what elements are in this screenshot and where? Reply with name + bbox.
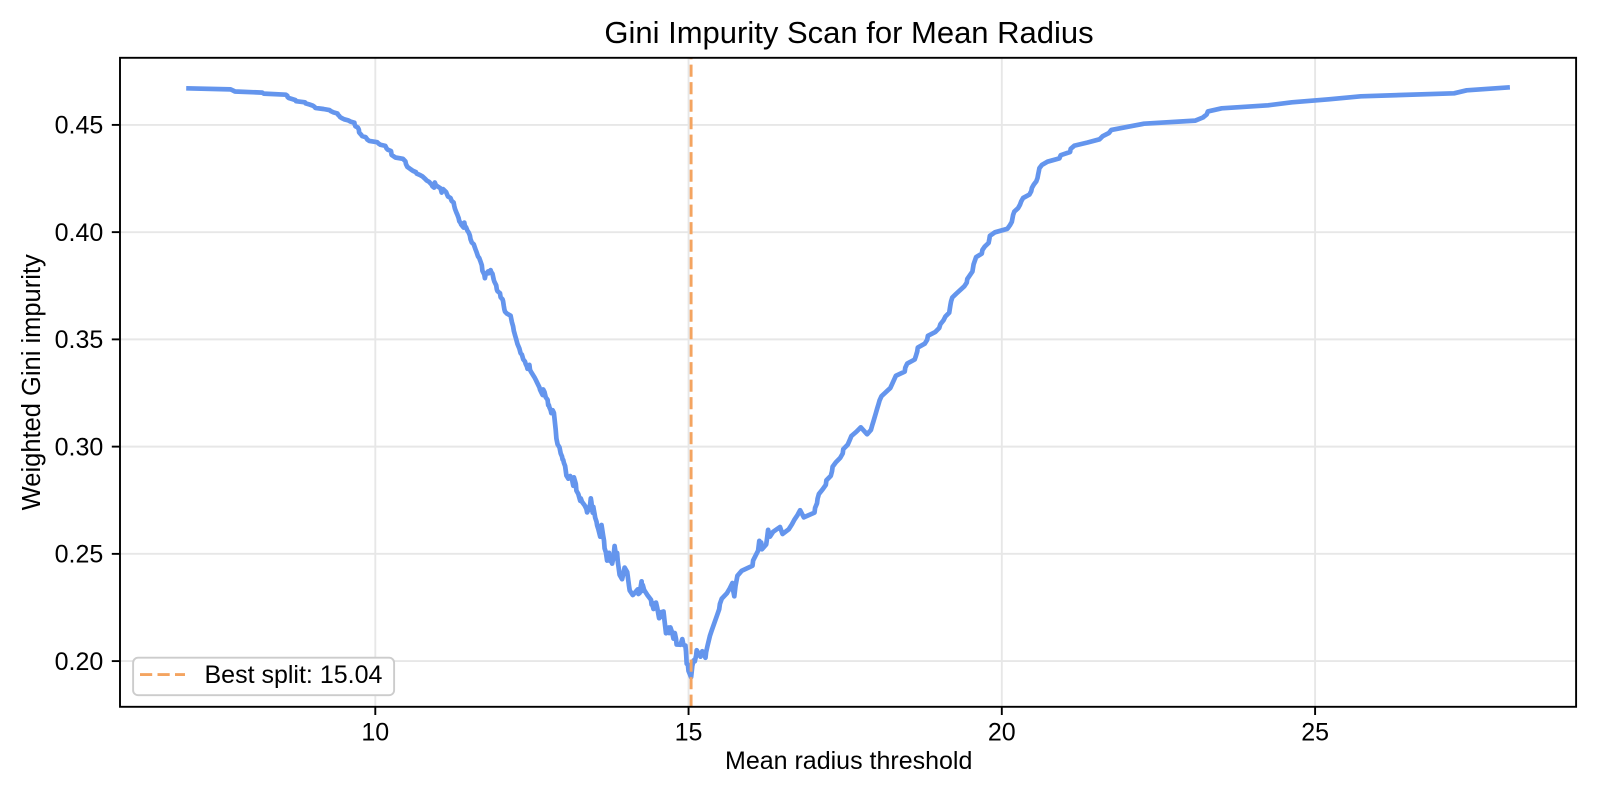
svg-text:0.25: 0.25	[55, 541, 104, 569]
svg-text:15: 15	[675, 718, 703, 746]
svg-text:0.20: 0.20	[55, 648, 104, 676]
svg-text:0.45: 0.45	[55, 112, 104, 140]
svg-text:0.40: 0.40	[55, 219, 104, 247]
svg-text:10: 10	[361, 718, 389, 746]
svg-text:0.30: 0.30	[55, 433, 104, 461]
svg-text:20: 20	[988, 718, 1016, 746]
svg-text:Weighted Gini impurity: Weighted Gini impurity	[18, 254, 46, 510]
svg-text:0.35: 0.35	[55, 326, 104, 354]
svg-text:25: 25	[1301, 718, 1329, 746]
svg-text:Mean radius threshold: Mean radius threshold	[725, 747, 972, 775]
svg-text:Gini Impurity Scan for Mean Ra: Gini Impurity Scan for Mean Radius	[604, 15, 1093, 50]
svg-text:Best split: 15.04: Best split: 15.04	[205, 661, 383, 689]
